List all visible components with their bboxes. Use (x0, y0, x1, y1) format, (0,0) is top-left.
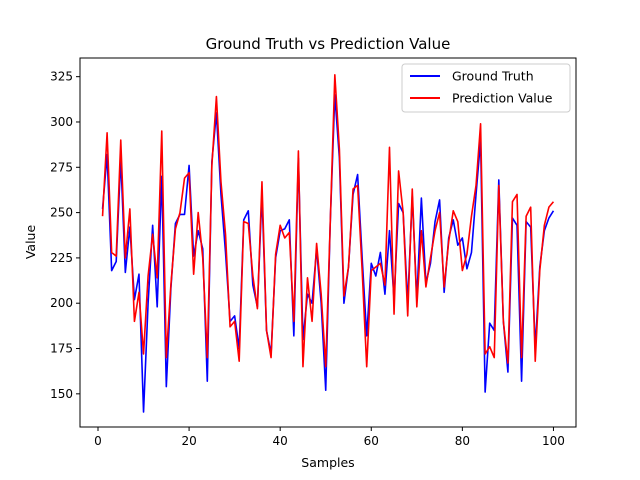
y-tick-label: 250 (50, 206, 73, 220)
y-tick-label: 325 (50, 70, 73, 84)
legend-label-ground-truth: Ground Truth (452, 69, 534, 84)
x-tick-label: 80 (455, 434, 470, 448)
legend-box (401, 63, 571, 113)
plot-area (79, 57, 577, 428)
x-axis-label: Samples (301, 455, 354, 470)
y-tick-label: 300 (50, 115, 73, 129)
chart-title: Ground Truth vs Prediction Value (206, 35, 451, 53)
y-tick-label: 150 (50, 387, 73, 401)
x-tick-label: 60 (364, 434, 379, 448)
axes-frame (79, 57, 577, 428)
series-line-prediction-value (101, 74, 555, 368)
x-tick-label: 0 (94, 434, 102, 448)
series-lines (101, 74, 555, 413)
x-tick-label: 20 (181, 434, 196, 448)
x-tick-label: 40 (273, 434, 288, 448)
y-tick-label: 200 (50, 296, 73, 310)
x-tick-label: 100 (542, 434, 565, 448)
x-axis-ticks: 0 20 40 60 80 100 (94, 427, 565, 448)
y-tick-label: 275 (50, 160, 73, 174)
legend: Ground Truth Prediction Value (401, 63, 571, 113)
legend-label-prediction-value: Prediction Value (452, 91, 553, 106)
y-tick-label: 225 (50, 251, 73, 265)
y-axis-ticks: 150 175 200 225 250 275 300 325 (50, 70, 80, 401)
y-axis-label: Value (23, 225, 38, 260)
y-tick-label: 175 (50, 342, 73, 356)
